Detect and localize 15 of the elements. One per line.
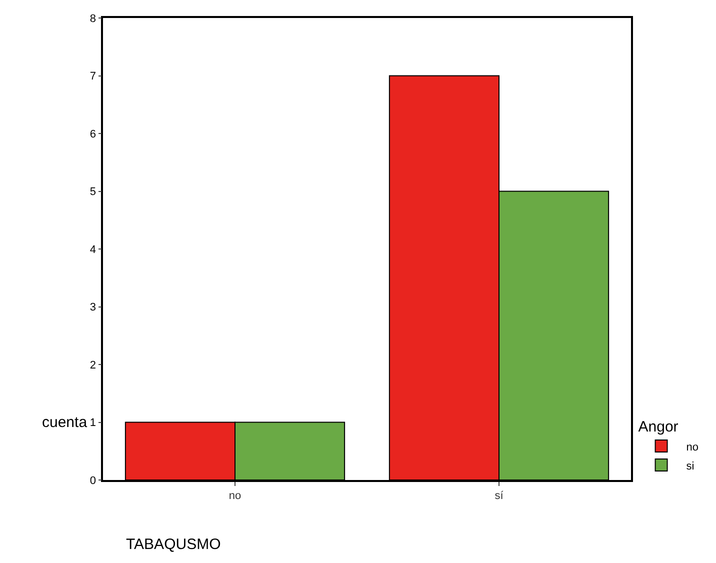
y-tick-label: 3 [90, 302, 96, 314]
y-tick-label: 6 [90, 128, 96, 140]
y-tick-label: 8 [90, 12, 96, 25]
legend-label: no [686, 441, 699, 454]
legend-title: Angor [638, 418, 678, 436]
y-tick-label: 2 [90, 359, 96, 372]
legend-label: si [686, 460, 694, 472]
y-tick-label: 5 [90, 186, 96, 198]
y-tick-label: 4 [90, 244, 96, 256]
y-tick-label: 1 [90, 417, 96, 430]
y-tick-label: 7 [90, 70, 96, 83]
y-axis-title: cuenta [42, 414, 88, 431]
x-tick-label: sí [494, 490, 504, 502]
y-tick-label: 0 [90, 474, 96, 487]
x-axis-title: TABAQUSMO [126, 536, 221, 553]
